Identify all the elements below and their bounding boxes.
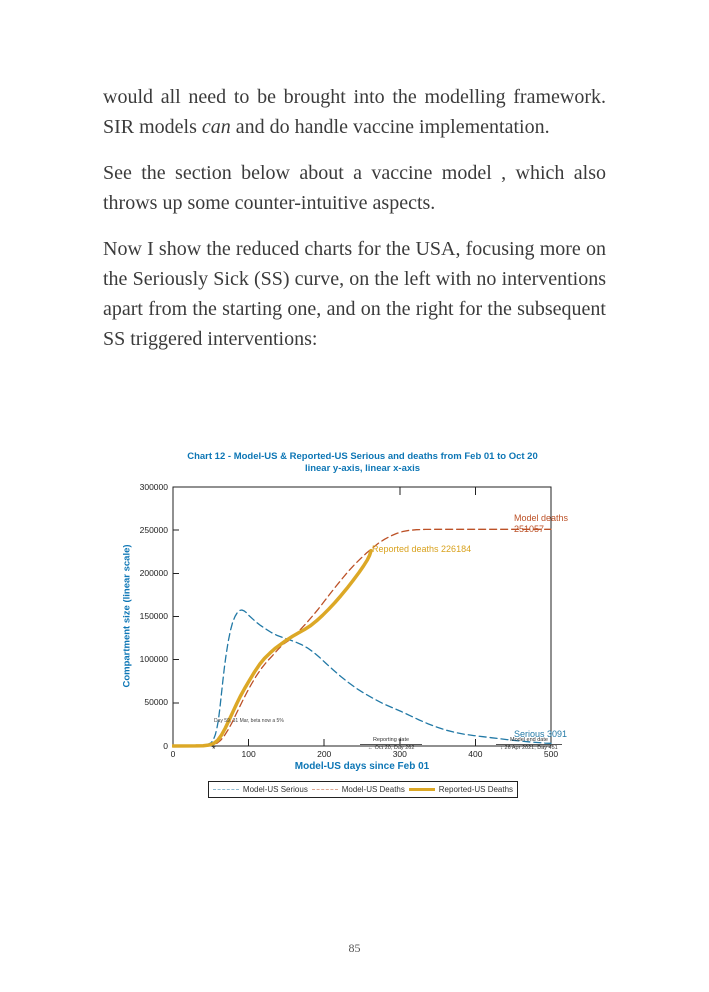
annotation-model-deaths-label: Model deaths [514,513,569,523]
y-tick-label: 50000 [144,697,168,708]
annotation-reporting-date-detail: ← Oct 20, Day 262 [367,745,415,751]
x-tick-label: 200 [317,749,332,759]
plot-box [172,486,552,747]
paragraph-1-text: would all need to be brought into the mo… [103,86,606,138]
y-tick-label: 0 [163,740,168,751]
annotation-serious-end: Serious 3091 [514,729,568,739]
legend-label-model-serious: Model-US Serious [242,785,308,794]
paragraph-3: Now I show the reduced charts for the US… [103,238,606,350]
legend-swatch-reported-deaths [408,788,435,791]
annotation-reporting-date-title: Reporting date [360,737,422,745]
x-tick-label: 300 [392,749,407,759]
annotation-model-end-date: Model end date ↓ 26 Apr 2021, Day 451 [496,737,562,752]
legend-swatch-model-serious [212,789,239,790]
y-tick-label: 250000 [139,524,168,535]
series-line-2 [172,548,373,748]
body-text: would all need to be brought into the mo… [103,82,606,370]
y-tick-label: 300000 [139,481,168,492]
legend-label-model-deaths: Model-US Deaths [341,785,405,794]
paragraph-2: See the section below about a vaccine mo… [103,162,606,214]
series-line-1 [172,528,552,747]
y-tick-label: 150000 [139,611,168,621]
legend-item-model-serious: Model-US Serious [212,785,308,794]
chart-subtitle: linear y-axis, linear x-axis [304,463,421,474]
chart-legend: Model-US Serious Model-US Deaths Reporte… [208,781,518,798]
annotation-reported-deaths: Reported deaths 226184 [372,544,472,554]
x-tick-label: 400 [468,749,483,759]
paragraph-1: would all need to be brought into the mo… [103,82,606,142]
chart-title: Chart 12 - Model-US & Reported-US Seriou… [187,451,538,462]
legend-swatch-model-deaths [311,789,338,790]
annotation-model-deaths-value: 251057 [514,524,545,534]
page-number: 85 [348,941,361,955]
legend-label-reported-deaths: Reported-US Deaths [438,785,514,794]
y-tick-label: 100000 [139,654,168,665]
x-tick-label: 100 [241,749,256,759]
paragraph-1-italic: can [201,116,231,138]
annotation-model-end-date-detail: ↓ 26 Apr 2021, Day 451 [500,745,558,751]
x-tick-label: 0 [170,749,176,759]
annotation-intervention-note: Day 59, 31 Mar, beta now a 5% [214,718,284,724]
annotation-model-end-date-title: Model end date [496,737,562,745]
legend-item-model-deaths: Model-US Deaths [311,785,405,794]
legend-item-reported-deaths: Reported-US Deaths [408,785,514,794]
x-axis-label: Model-US days since Feb 01 [294,761,430,772]
intervention-marker: * [212,744,216,754]
y-tick-label: 200000 [139,567,168,578]
paragraph-1-tail: and do handle vaccine implementation. [230,116,550,138]
annotation-reporting-date: Reporting date ← Oct 20, Day 262 [360,737,422,752]
annotation-model-deaths: Model deaths 251057 [514,513,568,535]
x-tick-label: 500 [543,749,559,759]
